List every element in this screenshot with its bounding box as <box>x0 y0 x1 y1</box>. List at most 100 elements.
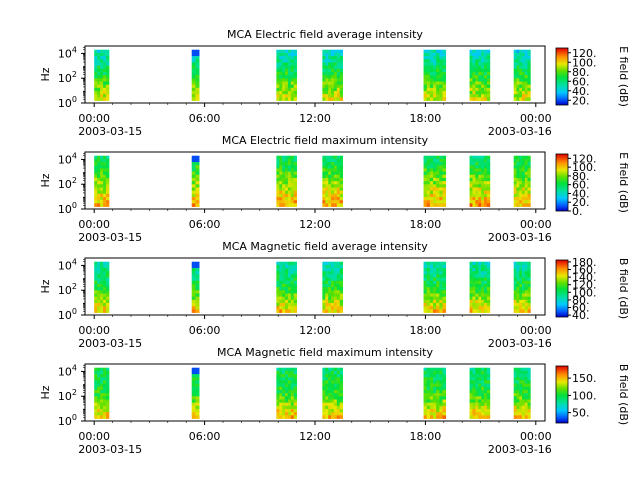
spectrogram-cell <box>527 389 531 394</box>
spectrogram-cell <box>478 56 482 60</box>
spectrogram-cell <box>472 87 476 92</box>
spectrogram-cell <box>191 181 196 185</box>
spectrogram-cell <box>524 177 528 182</box>
spectrogram-cell <box>195 405 200 410</box>
spectrogram-cell <box>481 200 485 204</box>
spectrogram-cell <box>97 71 101 76</box>
spectrogram-cell <box>513 158 517 163</box>
spectrogram-cell <box>339 402 343 407</box>
spectrogram-cell <box>439 190 443 195</box>
spectrogram-cell <box>429 90 434 95</box>
spectrogram-cell <box>339 168 343 172</box>
spectrogram-cell <box>322 158 326 163</box>
spectrogram-cell <box>339 174 343 179</box>
spectrogram-cell <box>105 274 110 278</box>
spectrogram-cell <box>195 399 200 404</box>
spectrogram-cell <box>519 383 523 388</box>
spectrogram-segment <box>469 155 491 207</box>
spectrogram-cell <box>285 62 289 66</box>
spectrogram-cell <box>333 370 338 375</box>
spectrogram-cell <box>426 280 431 285</box>
spectrogram-cell <box>97 155 101 160</box>
spectrogram-cell <box>519 97 523 101</box>
spectrogram-cell <box>527 283 531 288</box>
spectrogram-cell <box>516 280 520 285</box>
spectrogram-cell <box>433 293 437 298</box>
spectrogram-cell <box>279 393 283 397</box>
spectrogram-cell <box>423 309 428 313</box>
spectrogram-cell <box>472 56 476 60</box>
spectrogram-cell <box>472 65 476 70</box>
spectrogram-cell <box>285 415 289 419</box>
spectrogram-cell <box>484 380 488 384</box>
spectrogram-cell <box>103 171 107 176</box>
spectrogram-cell <box>423 174 428 179</box>
spectrogram-cell <box>97 274 101 278</box>
spectrogram-cell <box>522 196 526 201</box>
spectrogram-cell <box>105 94 110 98</box>
spectrogram-cell <box>486 386 491 391</box>
spectrogram-cell <box>191 296 196 301</box>
spectrogram-cell <box>524 193 528 198</box>
spectrogram-cell <box>336 203 341 207</box>
spectrogram-cell <box>100 174 104 179</box>
spectrogram-cell <box>333 65 338 70</box>
spectrogram-cell <box>276 203 280 207</box>
spectrogram-cell <box>469 52 473 57</box>
spectrogram-cell <box>276 374 280 378</box>
spectrogram-cell <box>339 415 343 419</box>
spectrogram-cell <box>527 396 531 400</box>
spectrogram-cell <box>478 383 482 388</box>
spectrogram-cell <box>442 203 447 207</box>
spectrogram-cell <box>276 193 280 198</box>
spectrogram-cell <box>282 386 286 391</box>
spectrogram-cell <box>285 71 289 76</box>
spectrogram-cell <box>472 71 476 76</box>
x-tick-label: 12:00 <box>299 324 331 337</box>
spectrogram-cell <box>322 184 326 188</box>
spectrogram-cell <box>519 78 523 82</box>
spectrogram-cell <box>524 280 528 285</box>
spectrogram-cell <box>279 97 283 101</box>
spectrogram-cell <box>100 190 104 195</box>
spectrogram-cell <box>290 309 295 313</box>
spectrogram-cell <box>285 293 289 298</box>
spectrogram-cell <box>282 277 286 282</box>
colorbar-tick-label: 160. <box>572 264 597 277</box>
spectrogram-cell <box>442 56 447 60</box>
spectrogram-cell <box>472 84 476 89</box>
spectrogram-cell <box>331 367 335 372</box>
spectrogram-cell <box>293 296 297 301</box>
spectrogram-cell <box>293 65 297 70</box>
spectrogram-cell <box>276 87 280 92</box>
spectrogram-cell <box>331 290 335 294</box>
spectrogram-cell <box>423 190 428 195</box>
spectrogram-cell <box>191 49 196 54</box>
spectrogram-cell <box>105 84 110 89</box>
spectrogram-cell <box>423 158 428 163</box>
spectrogram-cell <box>478 415 482 419</box>
spectrogram-cell <box>293 193 297 198</box>
spectrogram-cell <box>516 87 520 92</box>
spectrogram-cell <box>469 174 473 179</box>
spectrogram-segment <box>322 49 343 101</box>
spectrogram-cell <box>484 177 488 182</box>
spectrogram-cell <box>322 306 326 310</box>
spectrogram-cell <box>336 49 341 54</box>
spectrogram-cell <box>527 193 531 198</box>
spectrogram-cell <box>433 274 437 278</box>
spectrogram-cell <box>522 280 526 285</box>
spectrogram-cell <box>105 87 110 92</box>
spectrogram-cell <box>322 296 326 301</box>
spectrogram-cell <box>339 75 343 79</box>
spectrogram-cell <box>282 62 286 66</box>
spectrogram-cell <box>290 200 295 204</box>
spectrogram-cell <box>439 171 443 176</box>
spectrogram-cell <box>475 87 479 92</box>
spectrogram-cell <box>333 393 338 397</box>
spectrogram-cell <box>293 299 297 304</box>
spectrogram-cell <box>195 383 200 388</box>
spectrogram-cell <box>285 162 289 166</box>
spectrogram-cell <box>336 399 341 404</box>
spectrogram-cell <box>191 187 196 192</box>
